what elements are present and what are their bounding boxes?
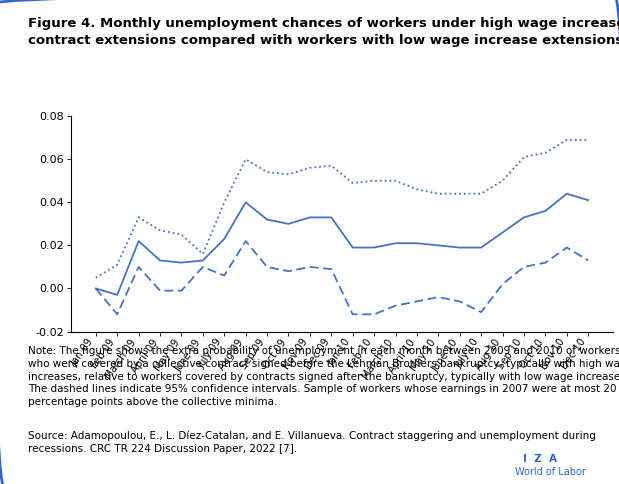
Text: Source: Adamopoulou, E., L. Díez-Catalan, and E. Villanueva. Contract staggering: Source: Adamopoulou, E., L. Díez-Catalan… [28, 431, 595, 454]
Text: Figure 4. Monthly unemployment chances of workers under high wage increase
contr: Figure 4. Monthly unemployment chances o… [28, 17, 619, 47]
Text: I  Z  A: I Z A [523, 454, 557, 464]
Text: Note: The figure shows the extra probability of unemployment in each month betwe: Note: The figure shows the extra probabi… [28, 346, 619, 407]
Text: World of Labor: World of Labor [515, 467, 586, 477]
